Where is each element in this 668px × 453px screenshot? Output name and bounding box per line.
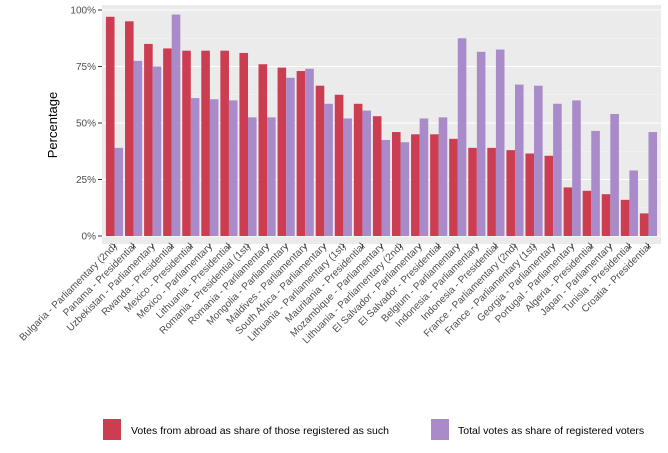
bar <box>468 147 477 236</box>
legend-swatch-abroad <box>103 419 121 440</box>
legend: Votes from abroad as share of those regi… <box>103 419 644 440</box>
legend-swatch-total <box>431 419 449 440</box>
bar <box>438 117 448 236</box>
legend-label-total: Total votes as share of registered voter… <box>458 425 644 437</box>
bar <box>381 139 391 236</box>
bar <box>639 213 649 236</box>
bar <box>105 16 115 237</box>
bar <box>525 153 535 236</box>
bar <box>372 116 382 236</box>
bar <box>248 117 257 236</box>
bar <box>315 85 325 237</box>
bar <box>419 118 429 236</box>
y-tick-label: 0% <box>82 232 97 243</box>
bar <box>506 150 515 236</box>
bar <box>163 48 172 236</box>
bar <box>125 21 134 236</box>
bar <box>239 52 249 236</box>
bar <box>457 38 467 236</box>
bar <box>152 66 162 236</box>
bar <box>476 51 486 237</box>
bar <box>277 67 287 236</box>
y-axis-title: Percentage <box>45 92 60 159</box>
bar <box>258 64 268 237</box>
bar <box>305 68 314 236</box>
bar <box>648 132 658 236</box>
y-tick-label: 100% <box>70 6 96 17</box>
bar <box>343 118 352 236</box>
bar <box>267 117 276 236</box>
bar <box>362 110 372 236</box>
bar <box>572 100 581 237</box>
bar <box>534 85 543 237</box>
bar <box>353 103 363 236</box>
x-axis: Bulgaria - Parliamentary (2nd)Panama - P… <box>18 241 654 346</box>
bar <box>553 103 562 236</box>
bar <box>133 60 143 236</box>
bar <box>563 187 573 236</box>
bar <box>411 134 420 236</box>
bar <box>114 147 124 236</box>
y-tick-label: 50% <box>76 119 96 130</box>
bars <box>105 14 658 237</box>
bar <box>610 113 619 236</box>
legend-label-abroad: Votes from abroad as share of those regi… <box>131 425 389 437</box>
bar <box>201 50 210 237</box>
bar <box>144 43 153 237</box>
bar <box>487 147 496 236</box>
bar <box>514 84 524 236</box>
y-tick-label: 75% <box>76 62 96 73</box>
bar <box>449 138 458 236</box>
bar <box>324 103 333 236</box>
bar <box>582 190 592 236</box>
bar <box>495 49 505 236</box>
bar <box>296 71 306 237</box>
bar <box>620 199 630 236</box>
bar <box>182 50 191 237</box>
bar <box>629 170 638 236</box>
bar <box>190 98 200 236</box>
bar <box>334 94 344 236</box>
bar <box>544 155 554 236</box>
bar <box>430 134 439 236</box>
bar <box>171 14 181 236</box>
bar <box>209 99 219 237</box>
bar <box>220 50 229 237</box>
bar <box>400 142 410 236</box>
bar <box>228 100 238 237</box>
y-axis: 0% 25% 50% 75% 100% <box>70 6 102 243</box>
bar <box>286 77 295 236</box>
y-tick-label: 25% <box>76 175 96 186</box>
bar <box>601 194 611 236</box>
bar <box>591 130 600 236</box>
bar <box>391 132 401 236</box>
